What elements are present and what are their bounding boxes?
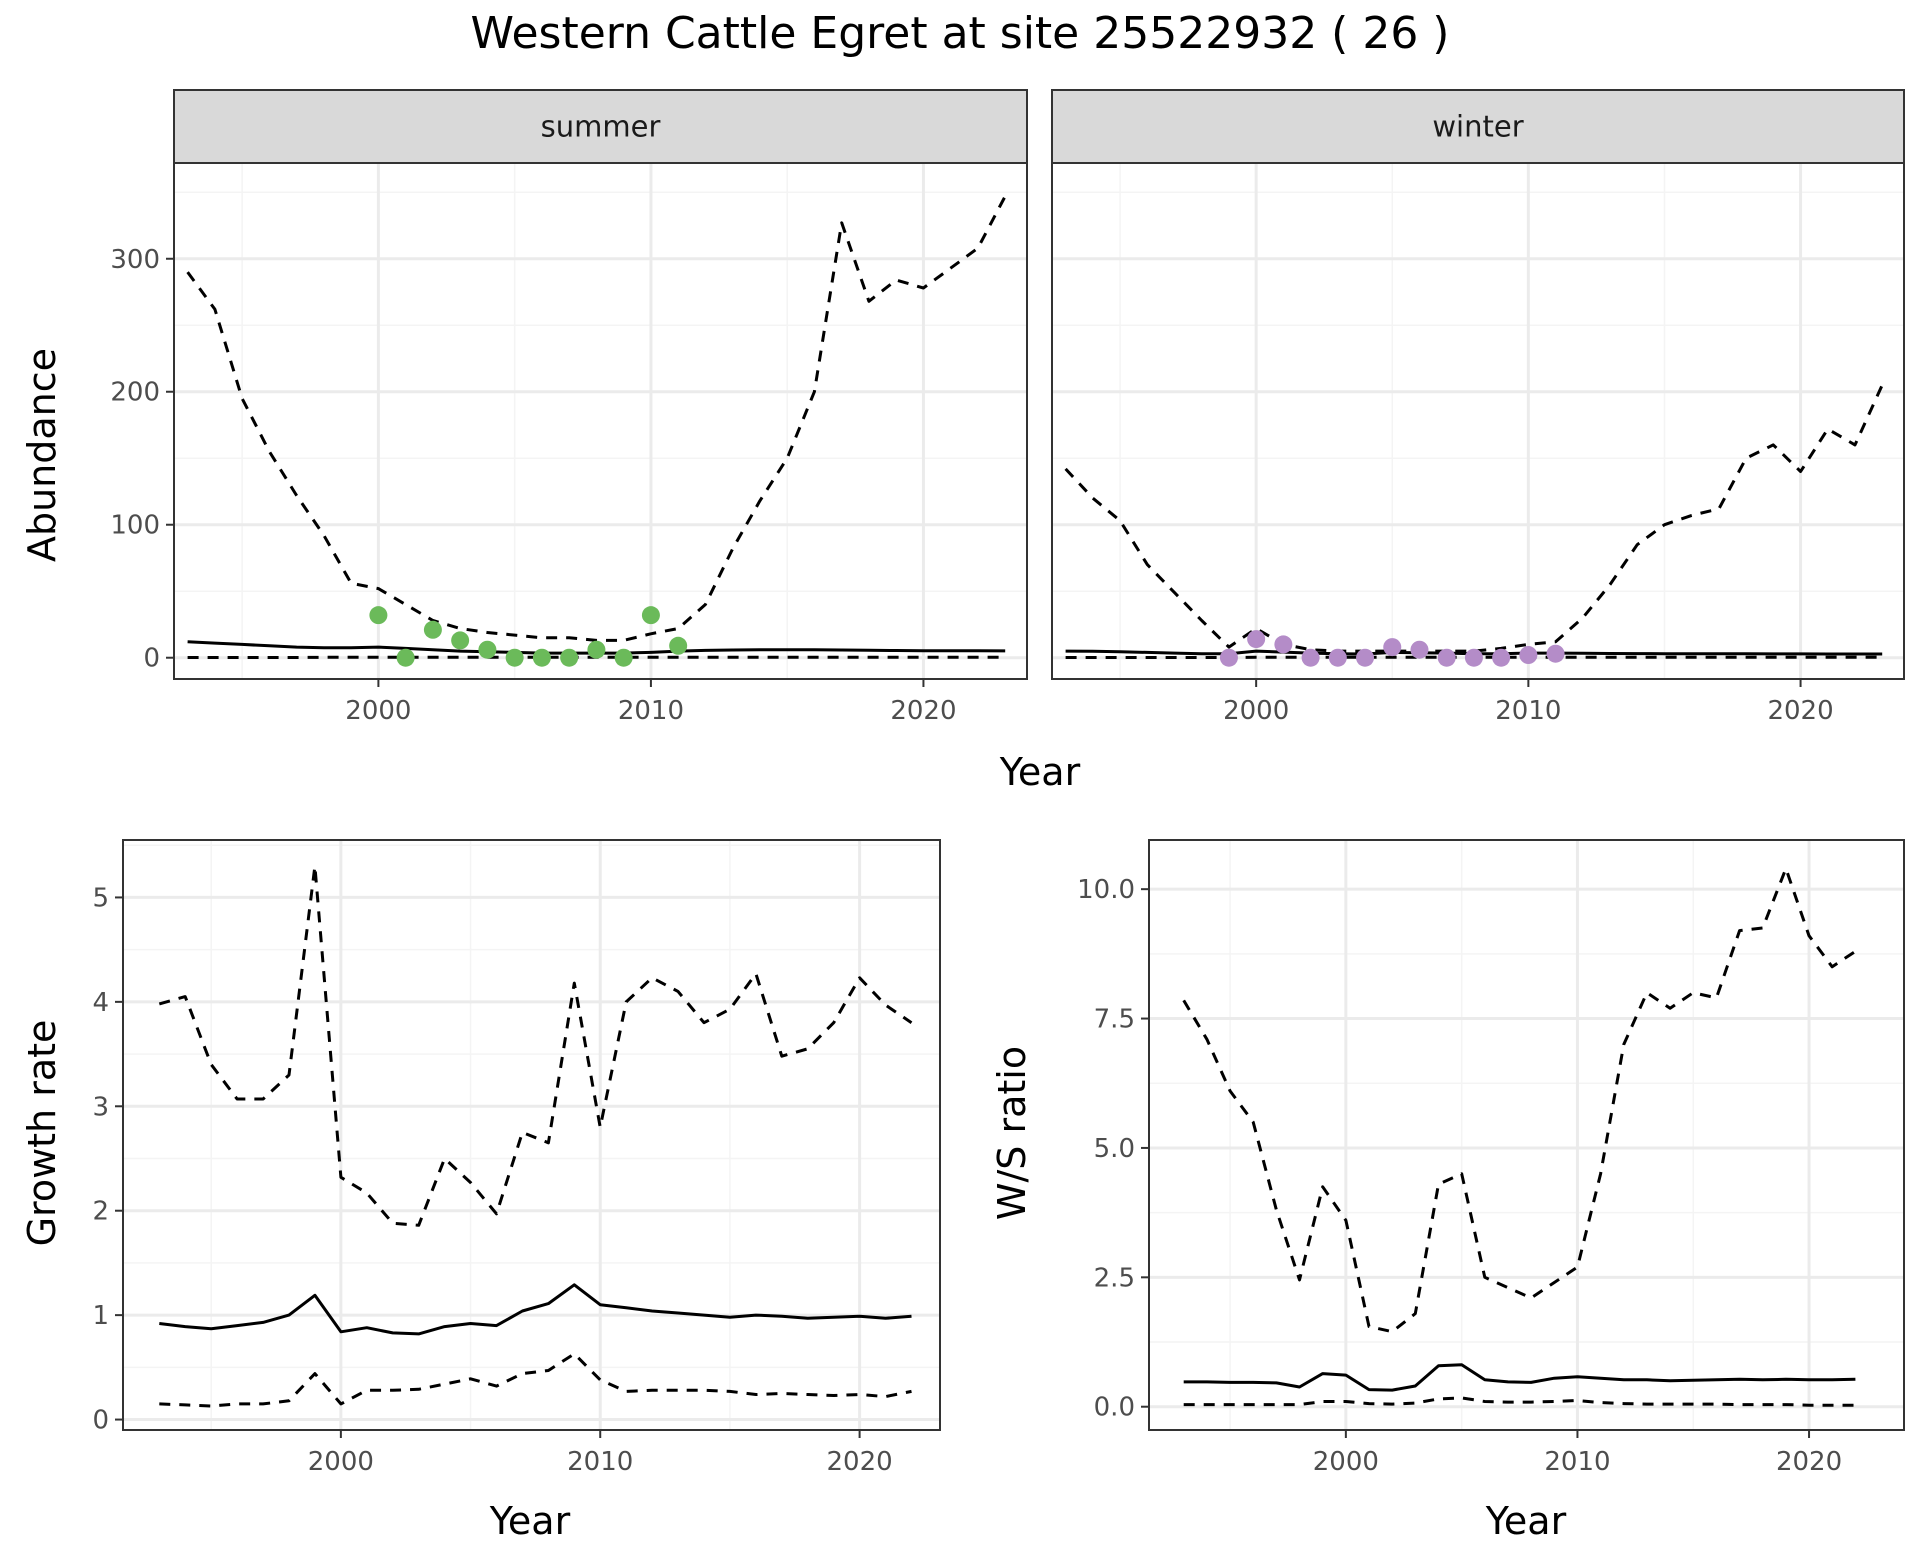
ratio-y-tick-label: 5.0 (1094, 1134, 1135, 1164)
winter-data-point (1383, 638, 1402, 657)
winter-x-tick-label: 2000 (1223, 696, 1289, 726)
growth-y-tick-label: 5 (92, 883, 109, 913)
summer-panel-border (173, 162, 1028, 680)
ratio-x-axis-title: Year (1485, 1499, 1567, 1543)
winter-data-point (1328, 648, 1347, 667)
growth-y-tick-label: 2 (92, 1197, 109, 1227)
summer-x-tick-label: 2020 (890, 696, 956, 726)
growth-y-tick-label: 0 (92, 1406, 109, 1436)
ratio-x-tick-label: 2020 (1776, 1447, 1842, 1477)
winter-upper-line (1064, 384, 1884, 653)
growth-x-tick-label: 2010 (567, 1447, 633, 1477)
growth-y-tick-label: 1 (92, 1301, 109, 1331)
summer-y-tick-label: 100 (110, 511, 160, 541)
growth-y-tick-label: 3 (92, 1092, 109, 1122)
summer-data-point (669, 636, 688, 655)
winter-data-point (1464, 648, 1483, 667)
summer-plot-area (186, 195, 1007, 667)
ratio-y-tick-label: 0.0 (1094, 1393, 1135, 1423)
summer-data-point (560, 648, 579, 667)
winter-x-tick-label: 2020 (1767, 696, 1833, 726)
winter-plot-area (1064, 384, 1884, 667)
ratio-mean-line (1183, 1363, 1856, 1392)
winter-data-point (1301, 648, 1320, 667)
summer-data-point (451, 631, 470, 650)
summer-x-tick-label: 2010 (618, 696, 684, 726)
ratio-y-tick-label: 2.5 (1094, 1263, 1135, 1293)
growth-x-tick-label: 2020 (827, 1447, 893, 1477)
summer-y-tick-label: 200 (110, 378, 160, 408)
ratio-panel: 2000 2010 2020 0.0 2.5 5.0 7.5 10.0 (1077, 839, 1905, 1477)
summer-x-tick-label: 2000 (345, 696, 411, 726)
ratio-x-tick-label: 2000 (1313, 1447, 1379, 1477)
growth-y-tick-label: 4 (92, 988, 109, 1018)
ratio-plot-area (1182, 867, 1857, 1407)
winter-data-point (1519, 646, 1538, 665)
summer-data-point (614, 648, 633, 667)
growth-x-tick-label: 2000 (308, 1447, 374, 1477)
winter-data-point (1410, 640, 1429, 659)
ratio-y-tick-label: 7.5 (1094, 1005, 1135, 1035)
growth-plot-area (158, 864, 913, 1408)
winter-strip-label: winter (1432, 110, 1523, 144)
summer-data-point (587, 640, 606, 659)
summer-upper-line (186, 195, 1007, 642)
summer-data-point (396, 648, 415, 667)
growth-mean-line (159, 1283, 912, 1336)
winter-data-point (1546, 644, 1565, 663)
summer-strip-label: summer (541, 110, 661, 144)
winter-data-point (1247, 630, 1266, 649)
growth-lower-line (159, 1352, 912, 1408)
summer-data-point (423, 620, 442, 639)
ratio-upper-line (1182, 867, 1857, 1334)
winter-strip (1051, 89, 1905, 164)
growth-x-axis-title: Year (489, 1499, 571, 1543)
top-x-axis-title: Year (999, 750, 1081, 794)
growth-panel-border (122, 839, 941, 1431)
summer-data-point (369, 606, 388, 625)
winter-data-point (1356, 648, 1375, 667)
summer-data-point (641, 606, 660, 625)
winter-x-tick-label: 2010 (1495, 696, 1561, 726)
figure-title: Western Cattle Egret at site 25522932 ( … (471, 8, 1450, 59)
summer-data-point (478, 640, 497, 659)
growth-panel: 2000 2010 2020 0 1 2 3 4 5 (92, 839, 941, 1477)
ratio-y-tick-label: 10.0 (1077, 875, 1135, 905)
winter-data-point (1219, 648, 1238, 667)
growth-upper-line (158, 864, 913, 1227)
summer-y-tick-label: 0 (143, 644, 160, 674)
top-y-axis-title: Abundance (20, 348, 64, 562)
winter-panel: winter 2000 2010 2020 (1051, 89, 1905, 726)
summer-data-point (505, 648, 524, 667)
summer-panel: summer 2000 2010 2020 0 100 200 300 (110, 89, 1028, 726)
winter-data-point (1492, 648, 1511, 667)
winter-data-point (1274, 635, 1293, 654)
ratio-x-tick-label: 2010 (1544, 1447, 1610, 1477)
winter-data-point (1437, 648, 1456, 667)
summer-data-point (532, 648, 551, 667)
summer-strip (173, 89, 1028, 164)
ratio-lower-line (1183, 1396, 1856, 1407)
ratio-panel-border (1148, 839, 1905, 1431)
winter-panel-border (1051, 162, 1905, 680)
summer-y-tick-label: 300 (110, 245, 160, 275)
ratio-y-axis-title: W/S ratio (990, 1046, 1034, 1220)
growth-y-axis-title: Growth rate (20, 1020, 64, 1247)
